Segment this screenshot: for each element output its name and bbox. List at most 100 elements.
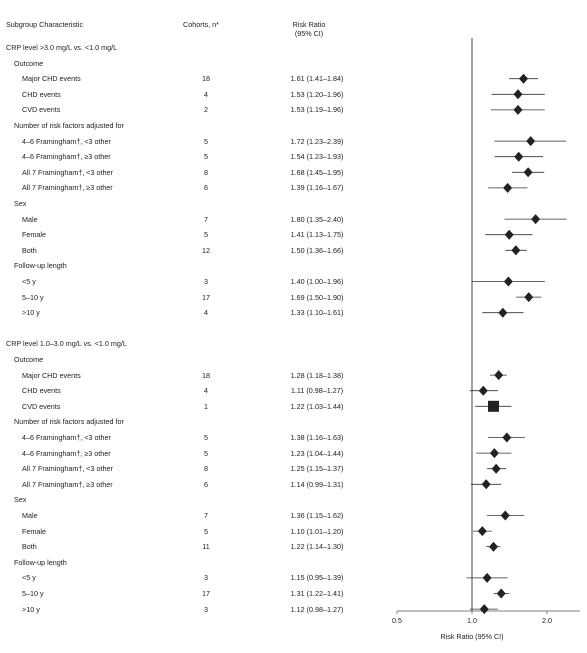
point-estimate-diamond [489, 541, 499, 552]
header-cohorts: Cohorts, n* [183, 20, 219, 29]
subgroup-label: Male [22, 214, 38, 224]
cohort-count: 5 [204, 230, 208, 240]
point-estimate-diamond [503, 276, 513, 287]
cohort-count: 4 [204, 386, 208, 396]
subgroup-label: 4–6 Framingham†, <3 other [22, 136, 111, 146]
point-estimate-diamond [523, 167, 533, 178]
point-estimate-diamond [479, 604, 489, 615]
cohort-count: 2 [204, 105, 208, 115]
point-estimate-diamond [498, 307, 508, 318]
cohort-count: 4 [204, 308, 208, 318]
point-estimate-diamond [519, 73, 529, 84]
group-heading: Number of risk factors adjusted for [14, 417, 124, 427]
subgroup-label: <5 y [22, 573, 36, 583]
cohort-count: 3 [204, 277, 208, 286]
cohort-count: 1 [204, 401, 208, 411]
subgroup-label: All 7 Framingham†, <3 other [22, 167, 113, 177]
risk-ratio-ci: 1.33 (1.10–1.61) [290, 308, 344, 318]
point-estimate-diamond [531, 214, 541, 225]
subgroup-label: CHD events [22, 89, 61, 99]
cohort-count: 5 [204, 433, 208, 442]
cohort-count: 5 [204, 448, 208, 458]
point-estimate-diamond [478, 385, 488, 396]
risk-ratio-ci: 1.28 (1.18–1.38) [290, 370, 344, 380]
risk-ratio-ci: 1.68 (1.45–1.95) [290, 167, 344, 177]
cohort-count: 11 [202, 542, 210, 552]
point-estimate-diamond [500, 510, 510, 521]
subgroup-label: All 7 Framingham†, <3 other [22, 464, 113, 474]
cohort-count: 3 [204, 604, 208, 614]
x-tick-label: 1.0 [467, 616, 477, 625]
subgroup-label: CHD events [22, 386, 61, 396]
group-heading: Outcome [14, 58, 44, 68]
risk-ratio-ci: 1.36 (1.15–1.62) [290, 511, 344, 520]
cohort-count: 17 [202, 589, 210, 598]
subgroup-label: 5–10 y [22, 292, 44, 302]
point-estimate-diamond [481, 479, 491, 490]
subgroup-label: Female [22, 230, 46, 240]
cohort-count: 5 [204, 136, 208, 146]
subgroup-label: 5–10 y [22, 589, 44, 598]
section-heading: CRP level 1.0–3.0 mg/L vs. <1.0 mg/L [6, 339, 127, 349]
risk-ratio-ci: 1.50 (1.36–1.66) [290, 245, 344, 255]
group-heading: Sex [14, 495, 27, 505]
subgroup-label: <5 y [22, 277, 36, 286]
header-subgroup: Subgroup Characteristic [6, 20, 84, 29]
risk-ratio-ci: 1.14 (0.99–1.31) [290, 479, 344, 489]
point-estimate-diamond [504, 229, 514, 240]
risk-ratio-ci: 1.54 (1.23–1.93) [290, 152, 344, 162]
point-estimate-diamond [482, 572, 492, 583]
cohort-count: 18 [202, 370, 210, 380]
group-heading: Follow-up length [14, 261, 67, 271]
risk-ratio-ci: 1.15 (0.95–1.39) [290, 573, 344, 583]
risk-ratio-ci: 1.23 (1.04–1.44) [290, 448, 344, 458]
section-heading: CRP level >3.0 mg/L vs. <1.0 mg/L [6, 43, 118, 52]
subgroup-label: Both [22, 542, 37, 552]
cohort-count: 7 [204, 511, 208, 520]
point-estimate-diamond [526, 136, 536, 147]
risk-ratio-ci: 1.25 (1.15–1.37) [290, 464, 344, 474]
point-estimate-diamond [513, 89, 523, 100]
risk-ratio-ci: 1.40 (1.00–1.96) [290, 277, 344, 286]
group-heading: Number of risk factors adjusted for [14, 121, 124, 130]
risk-ratio-ci: 1.69 (1.50–1.90) [290, 292, 344, 302]
cohort-count: 5 [204, 152, 208, 162]
point-estimate-diamond [511, 245, 521, 256]
point-estimate-diamond [502, 432, 512, 443]
group-heading: Follow-up length [14, 557, 67, 567]
risk-ratio-ci: 1.39 (1.16–1.67) [290, 183, 344, 193]
cohort-count: 3 [204, 573, 208, 583]
x-tick-label: 2.0 [542, 616, 552, 625]
subgroup-label: 4–6 Framingham†, ≥3 other [22, 152, 111, 162]
risk-ratio-ci: 1.41 (1.13–1.75) [290, 230, 344, 240]
subgroup-label: Female [22, 526, 46, 536]
risk-ratio-ci: 1.80 (1.35–2.40) [290, 214, 344, 224]
risk-ratio-ci: 1.61 (1.41–1.84) [290, 74, 344, 84]
subgroup-label: Major CHD events [22, 370, 81, 380]
point-estimate-diamond [496, 588, 506, 599]
header-risk-ratio: Risk Ratio [292, 20, 326, 29]
cohort-count: 18 [202, 74, 210, 84]
risk-ratio-ci: 1.31 (1.22–1.41) [290, 589, 344, 598]
subgroup-label: >10 y [22, 604, 40, 614]
cohort-count: 8 [204, 464, 208, 474]
cohort-count: 8 [204, 167, 208, 177]
subgroup-label: Both [22, 245, 37, 255]
subgroup-label: All 7 Framingham†, ≥3 other [22, 479, 113, 489]
risk-ratio-ci: 1.53 (1.19–1.96) [290, 105, 344, 115]
point-estimate-diamond [503, 182, 513, 193]
cohort-count: 6 [204, 479, 208, 489]
risk-ratio-ci: 1.22 (1.03–1.44) [290, 401, 344, 411]
group-heading: Outcome [14, 355, 44, 364]
subgroup-label: Major CHD events [22, 74, 81, 84]
point-estimate-diamond [514, 151, 524, 162]
point-estimate-diamond [494, 370, 504, 381]
point-estimate-diamond [513, 104, 523, 115]
header-ci: (95% CI) [294, 29, 324, 38]
risk-ratio-ci: 1.53 (1.20–1.96) [290, 89, 344, 99]
x-tick-label: 0.5 [392, 616, 402, 625]
subgroup-label: >10 y [22, 308, 40, 318]
risk-ratio-ci: 1.10 (1.01–1.20) [290, 526, 344, 536]
subgroup-label: 4–6 Framingham†, <3 other [22, 433, 111, 442]
